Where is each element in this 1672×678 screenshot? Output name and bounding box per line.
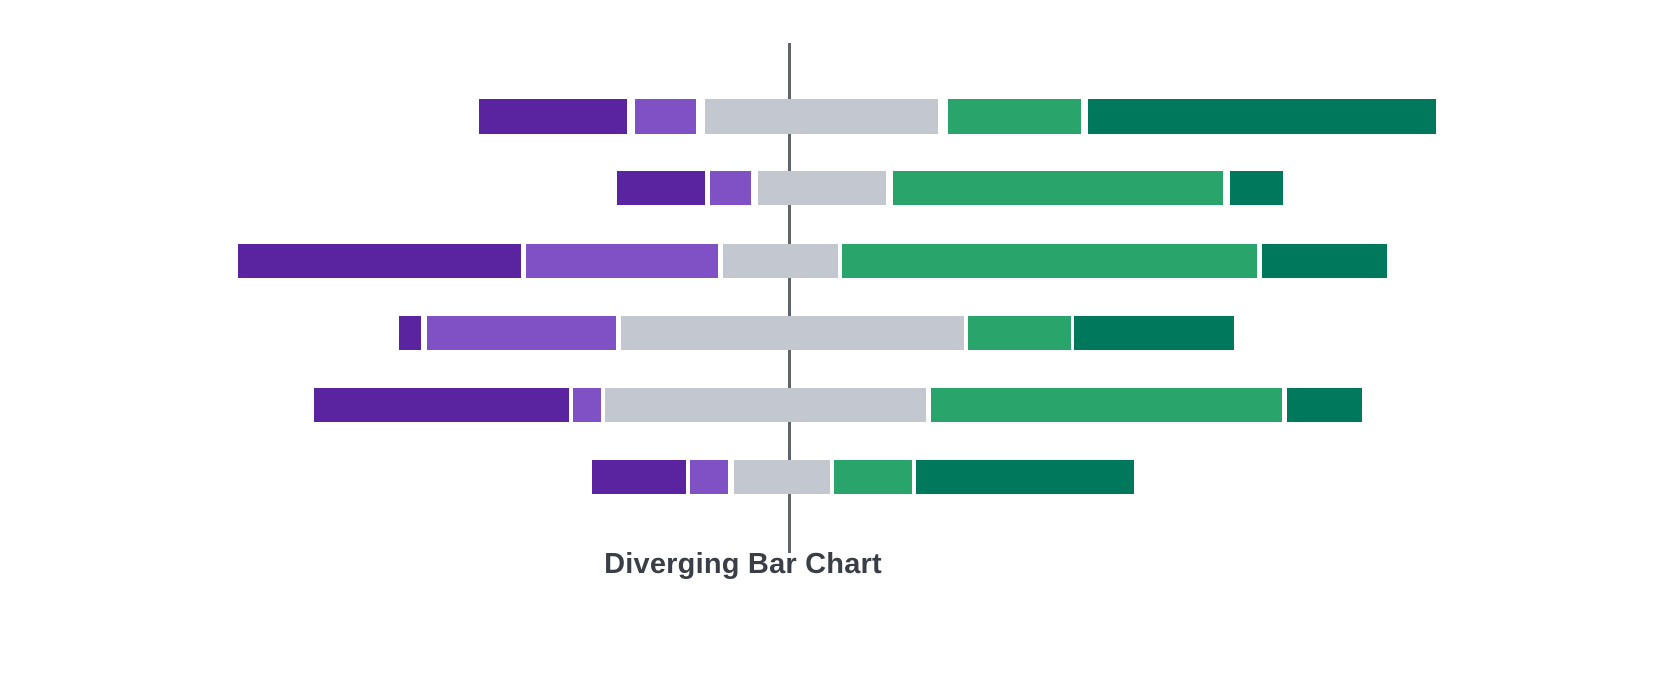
bar-segment-gray [758, 171, 886, 205]
bar-segment-green-dark [1262, 244, 1387, 278]
bar-segment-purple-light [690, 460, 728, 494]
bar-segment-green-dark [916, 460, 1134, 494]
center-axis-line [787, 43, 791, 553]
bar-segment-gray [723, 244, 838, 278]
bar-segment-purple-light [635, 99, 696, 134]
bar-segment-purple-dark [617, 171, 705, 205]
bar-segment-green-dark [1074, 316, 1234, 350]
bar-segment-green-light [842, 244, 1257, 278]
bar-segment-green-dark [1088, 99, 1436, 134]
bar-segment-purple-light [573, 388, 601, 422]
bar-segment-green-light [931, 388, 1282, 422]
chart-title: Diverging Bar Chart [604, 548, 882, 580]
bar-segment-gray [621, 316, 964, 350]
bar-segment-gray [705, 99, 938, 134]
bar-segment-purple-light [526, 244, 718, 278]
bar-segment-gray [734, 460, 830, 494]
bar-segment-green-light [968, 316, 1071, 350]
bar-segment-purple-dark [399, 316, 421, 350]
bar-segment-purple-dark [479, 99, 627, 134]
bar-segment-purple-light [427, 316, 616, 350]
bar-segment-purple-dark [238, 244, 521, 278]
bar-segment-green-dark [1287, 388, 1362, 422]
bar-segment-purple-dark [592, 460, 686, 494]
bar-segment-green-light [834, 460, 912, 494]
bar-segment-purple-dark [314, 388, 569, 422]
bar-segment-green-dark [1230, 171, 1283, 205]
bar-segment-gray [605, 388, 926, 422]
bar-segment-green-light [948, 99, 1081, 134]
bar-segment-green-light [893, 171, 1223, 205]
bar-segment-purple-light [710, 171, 751, 205]
